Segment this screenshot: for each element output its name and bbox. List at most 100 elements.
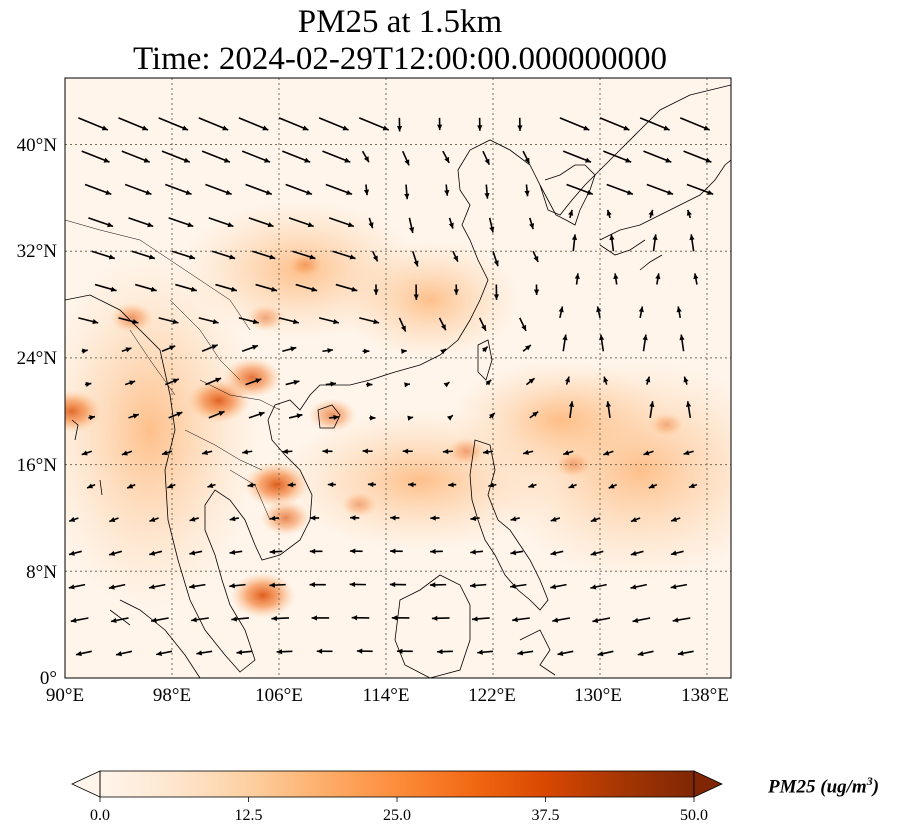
wind-arrow — [488, 217, 495, 233]
wind-arrow — [407, 415, 414, 421]
wind-arrow — [328, 217, 355, 228]
wind-arrow — [88, 217, 114, 228]
colorbar-tick-label: 50.0 — [680, 807, 708, 824]
wind-arrow — [630, 583, 647, 590]
wind-arrow — [311, 615, 330, 621]
wind-arrow — [248, 217, 274, 228]
pm25-hotspot — [308, 398, 357, 433]
wind-arrow — [325, 183, 353, 196]
wind-arrow — [444, 184, 450, 196]
wind-arrow — [608, 483, 618, 489]
wind-arrow — [630, 517, 641, 523]
coastline-borneo — [394, 574, 471, 678]
wind-arrow — [292, 250, 316, 260]
wind-arrow — [124, 380, 136, 386]
wind-arrow — [211, 250, 236, 260]
wind-arrow — [452, 250, 459, 262]
wind-arrow — [679, 117, 710, 131]
wind-arrow — [481, 346, 489, 353]
wind-arrow — [167, 483, 176, 489]
wind-arrow — [550, 583, 567, 590]
wind-arrow — [639, 117, 670, 131]
wind-arrow — [287, 482, 296, 488]
gridlines — [65, 78, 731, 678]
wind-arrow — [670, 550, 684, 556]
wind-arrow — [482, 150, 491, 166]
wind-arrow — [686, 183, 714, 196]
wind-arrow — [271, 615, 290, 622]
wind-arrow — [437, 117, 443, 131]
wind-arrow — [688, 483, 698, 489]
wind-arrow — [128, 217, 154, 228]
wind-arrow — [241, 150, 271, 163]
y-tick-label: 16°N — [17, 455, 58, 476]
coastline-islands — [71, 419, 103, 496]
y-tick-label: 24°N — [17, 348, 58, 369]
wind-arrow — [574, 273, 580, 285]
wind-arrow — [325, 381, 337, 387]
wind-arrow — [489, 412, 496, 419]
wind-arrow — [485, 379, 492, 386]
wind-arrow — [562, 150, 592, 163]
wind-arrow — [679, 334, 685, 352]
wind-arrow — [389, 581, 407, 588]
wind-arrow — [349, 581, 366, 588]
wind-arrow — [568, 483, 577, 489]
wind-arrow — [156, 650, 173, 656]
wind-arrow — [391, 615, 410, 621]
wind-arrow — [318, 317, 340, 325]
wind-arrow — [288, 413, 303, 419]
wind-arrow — [148, 583, 166, 590]
wind-arrow — [613, 273, 619, 285]
wind-arrow — [557, 650, 574, 656]
wind-arrow — [437, 649, 453, 655]
wind-arrow — [276, 649, 293, 655]
wind-arrow — [408, 217, 415, 234]
pm25-hotspot — [230, 572, 296, 618]
map-frame — [64, 77, 732, 679]
wind-arrow — [519, 317, 527, 332]
wind-arrow — [404, 184, 410, 200]
wind-arrow — [165, 183, 192, 196]
wind-arrow — [165, 378, 180, 386]
wind-arrow — [522, 449, 534, 455]
wind-arrow — [562, 450, 574, 456]
wind-arrow — [121, 347, 132, 353]
wind-arrow — [411, 250, 419, 267]
wind-arrow — [126, 483, 136, 489]
wind-arrow — [603, 450, 614, 456]
wind-arrow — [81, 150, 110, 163]
wind-arrow — [362, 448, 373, 454]
wind-arrow — [236, 649, 253, 655]
colorbar-tick-label: 12.5 — [235, 807, 263, 824]
coastline-taiwan — [477, 339, 493, 381]
wind-arrow — [168, 411, 183, 419]
wind-arrow — [158, 317, 179, 325]
wind-arrow — [327, 481, 336, 488]
coastline-japan — [599, 159, 731, 271]
wind-arrow — [603, 150, 632, 163]
wind-arrow — [84, 183, 112, 196]
pm25-hotspot — [447, 437, 486, 465]
wind-arrow — [552, 617, 571, 623]
wind-arrow — [189, 583, 206, 589]
wind-arrow — [571, 234, 578, 252]
colorbar-tick-label: 25.0 — [383, 807, 411, 824]
wind-arrow — [131, 250, 156, 260]
wind-arrow — [322, 150, 351, 163]
x-tick-label: 90°E — [46, 685, 84, 706]
wind-arrow — [68, 550, 82, 556]
coastline-sulawesi — [519, 629, 556, 676]
pm25-hotspot — [650, 412, 684, 437]
wind-arrow — [630, 550, 644, 556]
wind-arrow — [605, 401, 611, 419]
wind-arrow — [94, 283, 117, 292]
wind-arrow — [564, 376, 570, 385]
wind-arrow — [431, 615, 450, 621]
wind-arrow — [689, 234, 695, 252]
wind-arrow — [568, 401, 575, 419]
wind-arrow — [368, 217, 374, 229]
wind-arrow — [529, 410, 539, 419]
wind-arrow — [134, 283, 157, 292]
x-axis-ticks: 90°E 98°E 106°E 114°E 122°E 130°E 138°E — [46, 685, 729, 706]
